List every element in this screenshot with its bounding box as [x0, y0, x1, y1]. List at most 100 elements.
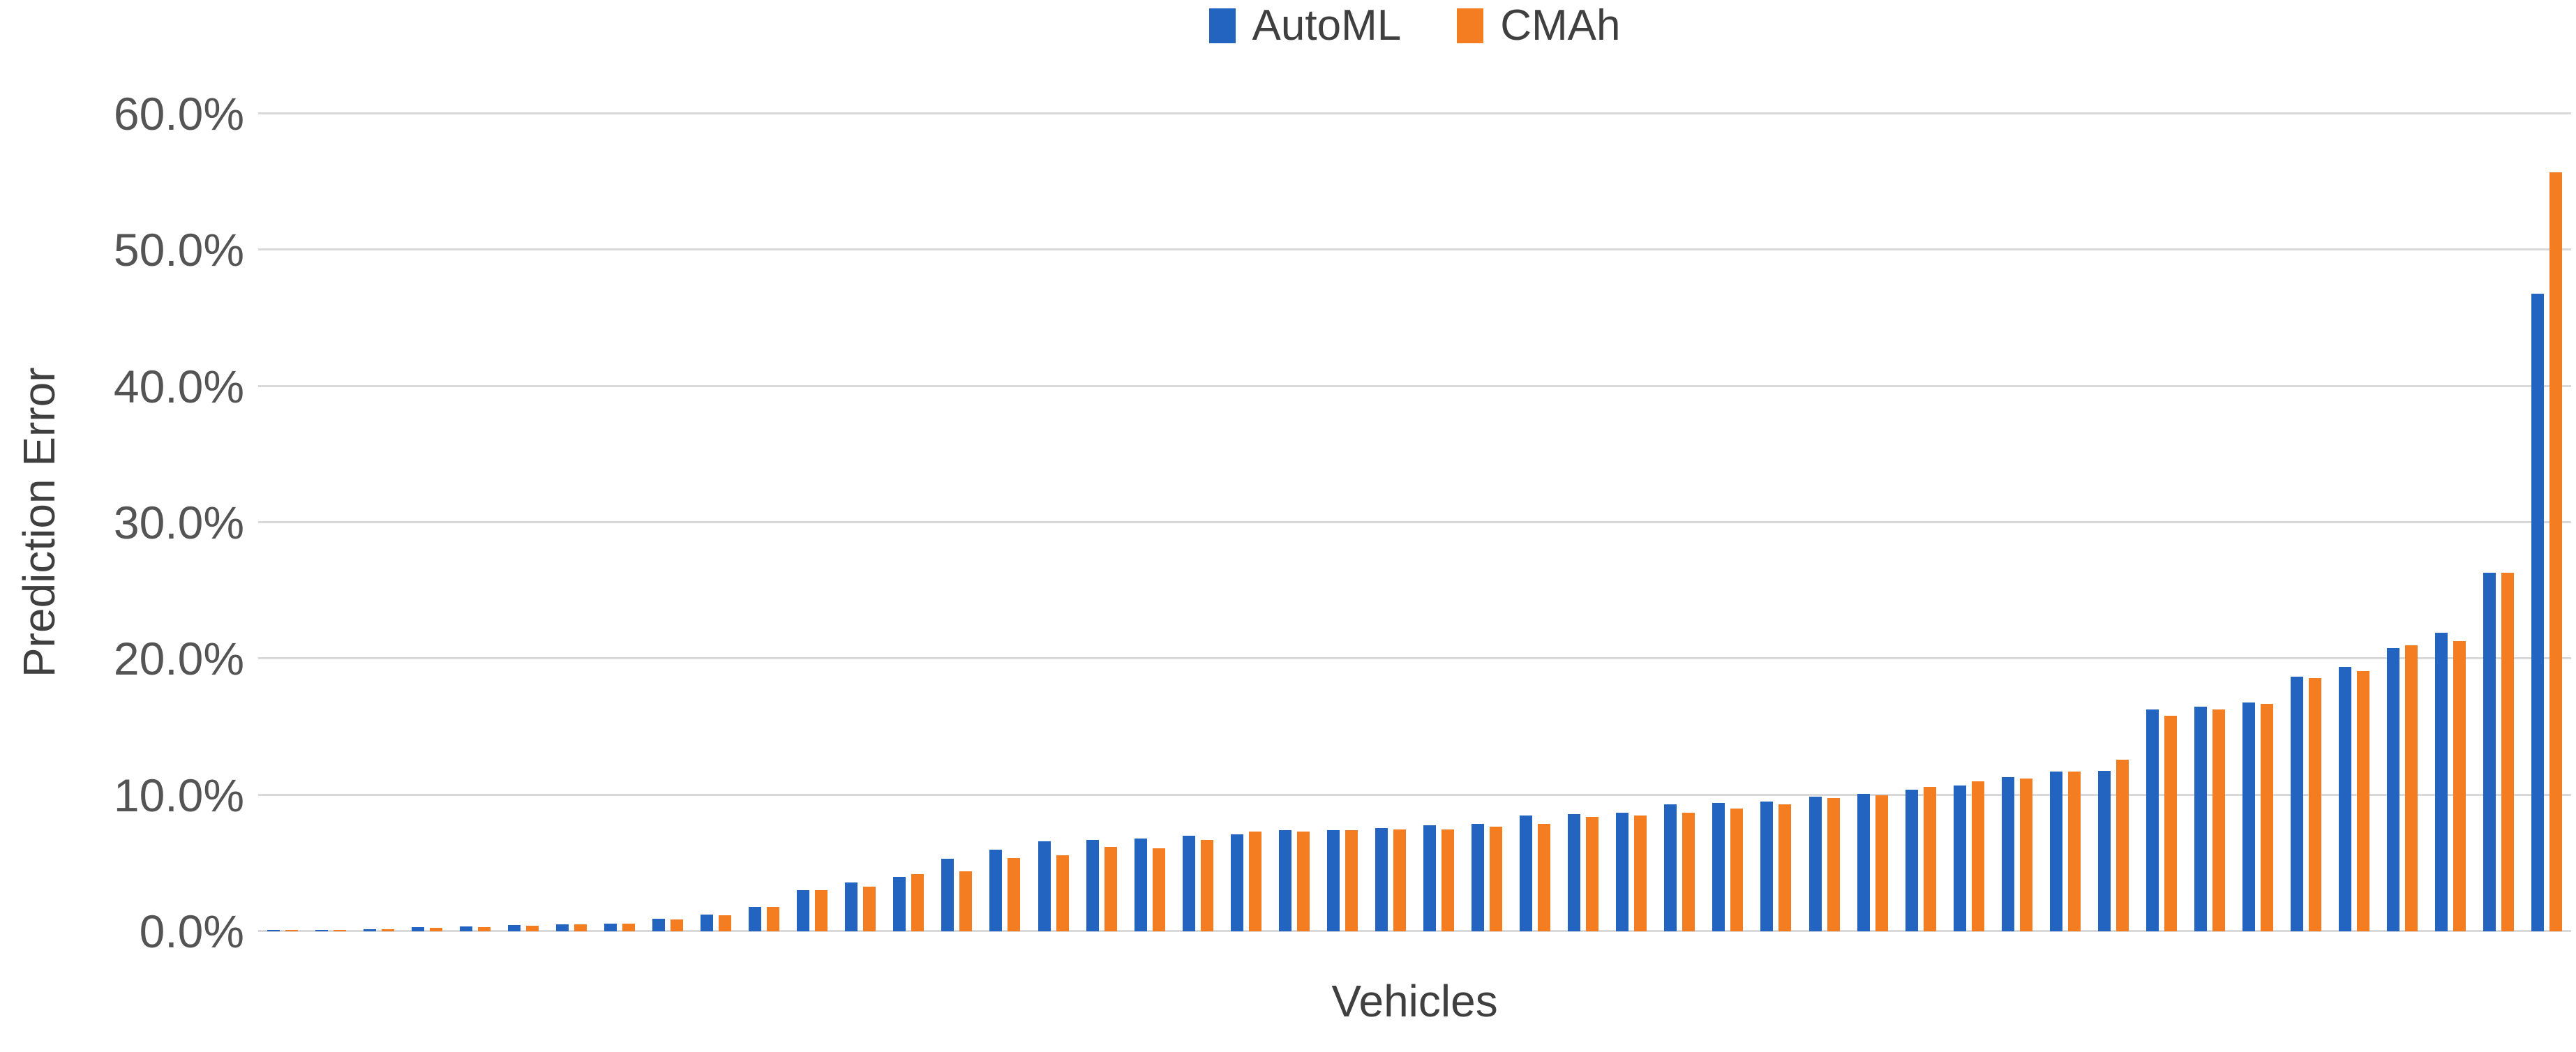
bar-automl: [2483, 573, 2496, 931]
bar-cmah: [1248, 832, 1261, 931]
legend-swatch-cmah: [1457, 8, 1484, 43]
bar-cmah: [1538, 823, 1551, 931]
bar-automl: [2049, 772, 2062, 931]
bar-group: [2339, 114, 2370, 931]
bar-cmah: [2067, 772, 2081, 931]
bar-cmah: [525, 926, 539, 931]
bar-automl: [989, 849, 1003, 931]
bar-cmah: [2261, 703, 2274, 931]
bar-cmah: [1200, 840, 1213, 931]
bar-cmah: [2116, 759, 2129, 931]
bar-cmah: [2549, 172, 2563, 931]
bar-cmah: [622, 924, 635, 931]
bars: [258, 114, 2571, 931]
x-axis-title: Vehicles: [1331, 976, 1498, 1026]
bar-automl: [701, 914, 714, 931]
legend-swatch-automl: [1208, 8, 1236, 43]
bar-automl: [2435, 633, 2448, 931]
bar-group: [1423, 114, 1455, 931]
bar-automl: [1568, 814, 1581, 931]
bar-group: [989, 114, 1021, 931]
bar-group: [315, 114, 346, 931]
bar-cmah: [1779, 804, 1792, 931]
bar-cmah: [1586, 816, 1599, 931]
bar-group: [1568, 114, 1599, 931]
bar-cmah: [381, 929, 394, 931]
bar-group: [267, 114, 298, 931]
legend-item-cmah: CMAh: [1457, 4, 1620, 47]
legend-label-automl: AutoML: [1252, 1, 1402, 50]
bar-cmah: [2405, 645, 2418, 931]
bar-group: [1472, 114, 1503, 931]
bar-automl: [797, 890, 810, 931]
bar-group: [1326, 114, 1358, 931]
bar-group: [1857, 114, 1888, 931]
legend: AutoML CMAh: [258, 4, 2571, 47]
bar-group: [1664, 114, 1695, 931]
bar-cmah: [1875, 795, 1888, 931]
bar-automl: [507, 925, 521, 931]
bar-cmah: [285, 930, 298, 931]
bar-cmah: [1923, 786, 1936, 931]
bar-cmah: [1104, 846, 1117, 931]
bar-cmah: [1296, 832, 1310, 931]
bar-group: [1038, 114, 1069, 931]
bar-group: [604, 114, 635, 931]
bar-automl: [1230, 834, 1243, 931]
bar-group: [507, 114, 539, 931]
y-tick-label: 0.0%: [139, 906, 244, 957]
bar-automl: [1664, 804, 1677, 931]
bar-group: [363, 114, 394, 931]
bar-automl: [1375, 827, 1388, 931]
gridline: [258, 930, 2571, 932]
bar-group: [2097, 114, 2129, 931]
bar-cmah: [1056, 855, 1069, 931]
bar-cmah: [911, 873, 924, 931]
bar-automl: [893, 876, 906, 931]
bar-automl: [1278, 830, 1291, 931]
bar-cmah: [959, 871, 973, 931]
y-tick-label: 60.0%: [113, 88, 244, 140]
bar-cmah: [1008, 857, 1021, 931]
y-tick-label: 40.0%: [113, 360, 244, 412]
bar-group: [1905, 114, 1936, 931]
bar-cmah: [2019, 779, 2032, 931]
bar-cmah: [2212, 709, 2226, 931]
bar-cmah: [719, 915, 732, 931]
bar-automl: [1423, 825, 1437, 931]
bar-automl: [411, 927, 424, 931]
bar-cmah: [2164, 716, 2177, 931]
legend-item-automl: AutoML: [1208, 1, 1402, 50]
bar-cmah: [1634, 815, 1647, 931]
y-tick-label: 10.0%: [113, 769, 244, 821]
bar-group: [2531, 114, 2563, 931]
bar-group: [1134, 114, 1165, 931]
bar-cmah: [2357, 670, 2370, 931]
bar-automl: [315, 930, 328, 931]
bar-automl: [1038, 841, 1051, 931]
bar-cmah: [574, 924, 587, 931]
bar-cmah: [333, 930, 346, 931]
bar-cmah: [1490, 826, 1503, 931]
bar-automl: [1326, 830, 1340, 931]
bar-group: [2194, 114, 2226, 931]
bar-group: [1086, 114, 1117, 931]
bar-cmah: [1441, 829, 1455, 931]
bar-automl: [2194, 706, 2208, 931]
bar-group: [459, 114, 491, 931]
bar-group: [701, 114, 732, 931]
bar-automl: [459, 926, 472, 931]
gridline: [258, 248, 2571, 251]
bar-automl: [1520, 815, 1533, 931]
bar-automl: [1760, 802, 1774, 931]
bar-group: [411, 114, 442, 931]
bar-group: [1278, 114, 1310, 931]
gridline: [258, 793, 2571, 796]
bar-group: [2387, 114, 2418, 931]
bar-cmah: [429, 928, 442, 931]
bar-automl: [2146, 709, 2159, 931]
bar-automl: [267, 930, 280, 931]
bar-automl: [2531, 293, 2545, 931]
y-axis-tick-labels: 0.0% 10.0% 20.0% 30.0% 40.0% 50.0% 60.0%: [0, 91, 244, 954]
y-tick-label: 30.0%: [113, 497, 244, 548]
